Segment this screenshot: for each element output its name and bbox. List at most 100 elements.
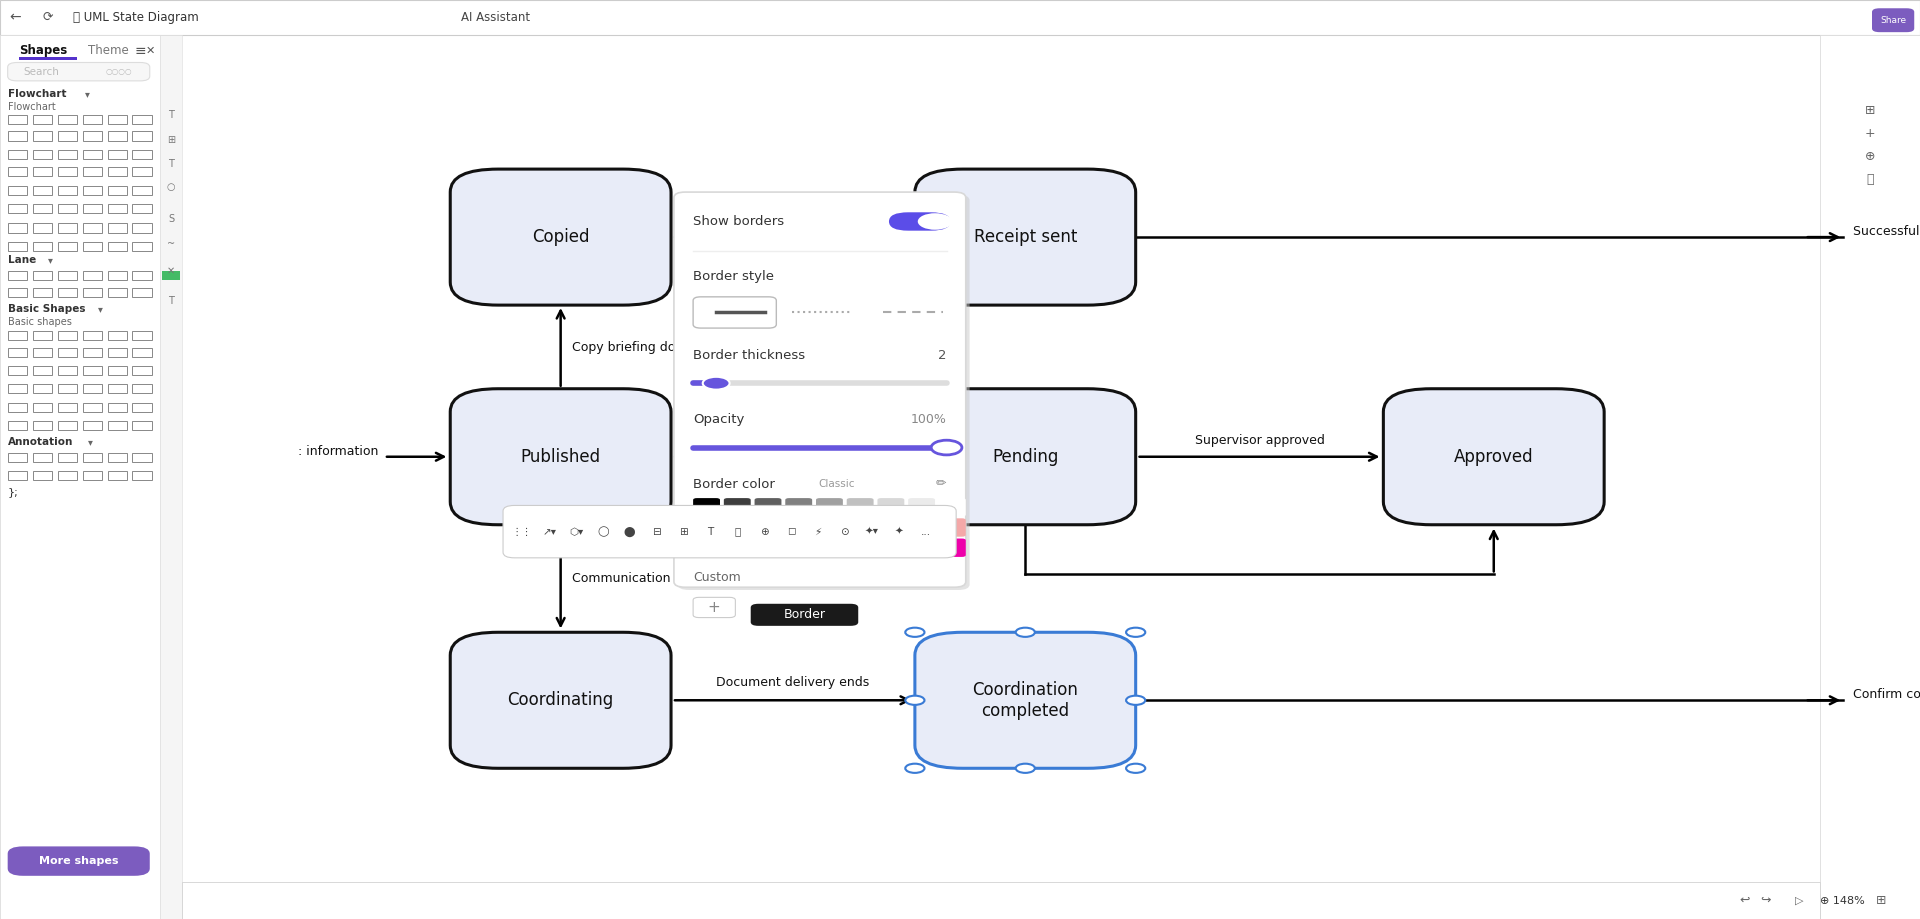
Bar [132, 131, 152, 141]
Bar [8, 453, 27, 462]
Bar [33, 366, 52, 375]
Bar [132, 384, 152, 393]
Bar [132, 167, 152, 176]
Text: ✏: ✏ [937, 478, 947, 491]
Bar [58, 331, 77, 340]
FancyBboxPatch shape [939, 518, 966, 537]
FancyBboxPatch shape [755, 498, 781, 516]
Bar [58, 471, 77, 480]
Bar [58, 348, 77, 357]
Text: Border color: Border color [693, 478, 776, 491]
FancyBboxPatch shape [693, 597, 735, 618]
FancyBboxPatch shape [724, 498, 751, 516]
Text: ⋮⋮: ⋮⋮ [513, 527, 532, 537]
Bar [58, 204, 77, 213]
Text: 100%: 100% [910, 414, 947, 426]
FancyBboxPatch shape [751, 604, 858, 626]
Bar [58, 421, 77, 430]
Circle shape [906, 764, 925, 773]
Bar [83, 288, 102, 297]
Bar [33, 271, 52, 280]
Text: Opacity: Opacity [693, 414, 745, 426]
Bar [132, 331, 152, 340]
Text: ▾: ▾ [98, 304, 104, 313]
Bar [83, 204, 102, 213]
Text: P: P [789, 432, 797, 445]
Bar [58, 150, 77, 159]
FancyBboxPatch shape [816, 518, 843, 537]
Bar [83, 421, 102, 430]
FancyBboxPatch shape [449, 169, 672, 305]
Bar [33, 384, 52, 393]
Bar [108, 421, 127, 430]
Bar [108, 167, 127, 176]
Text: Approved: Approved [1453, 448, 1534, 466]
Text: More shapes: More shapes [38, 857, 119, 866]
Bar [132, 223, 152, 233]
Text: ⊕: ⊕ [760, 527, 768, 537]
FancyBboxPatch shape [678, 195, 970, 590]
Bar [83, 150, 102, 159]
FancyBboxPatch shape [449, 389, 672, 525]
Text: ⊞: ⊞ [680, 527, 687, 537]
Bar [83, 167, 102, 176]
FancyBboxPatch shape [755, 518, 781, 537]
Bar [108, 471, 127, 480]
Bar [8, 403, 27, 412]
FancyBboxPatch shape [785, 498, 812, 516]
FancyBboxPatch shape [877, 539, 904, 557]
Text: Communication documents prepared successfully: Communication documents prepared success… [572, 573, 885, 585]
FancyBboxPatch shape [908, 539, 935, 557]
FancyBboxPatch shape [908, 518, 935, 537]
Text: Coordinating: Coordinating [507, 691, 614, 709]
Bar [33, 115, 52, 124]
Bar [58, 403, 77, 412]
FancyBboxPatch shape [816, 539, 843, 557]
Text: ✦: ✦ [895, 527, 902, 537]
Text: Copied: Copied [532, 228, 589, 246]
Bar [58, 366, 77, 375]
Text: The recipient has confirmed receipt: The recipient has confirmed receipt [682, 212, 904, 225]
Text: T: T [707, 527, 714, 537]
Bar [8, 131, 27, 141]
Bar [132, 403, 152, 412]
Circle shape [703, 377, 730, 390]
Bar [161, 271, 180, 280]
FancyBboxPatch shape [785, 518, 812, 537]
Text: T: T [169, 110, 175, 119]
Text: Search: Search [23, 67, 60, 76]
Text: Annotation: Annotation [8, 437, 73, 447]
Text: Classic: Classic [818, 480, 854, 489]
Bar [108, 242, 127, 251]
Text: ↩: ↩ [1740, 894, 1749, 907]
Bar [108, 453, 127, 462]
FancyBboxPatch shape [755, 539, 781, 557]
FancyBboxPatch shape [8, 846, 150, 876]
Text: S: S [167, 214, 175, 223]
Text: ○○○○: ○○○○ [106, 67, 132, 76]
FancyBboxPatch shape [693, 297, 776, 328]
Bar [33, 150, 52, 159]
FancyBboxPatch shape [503, 505, 956, 558]
Text: ▾: ▾ [48, 255, 54, 265]
Bar [132, 242, 152, 251]
Text: ⟳: ⟳ [42, 11, 52, 24]
Bar [108, 384, 127, 393]
Bar [108, 288, 127, 297]
Circle shape [906, 628, 925, 637]
Bar [33, 223, 52, 233]
Text: Confirm coordination is completed: Confirm coordination is completed [1853, 688, 1920, 701]
Text: ◻: ◻ [787, 527, 795, 537]
FancyBboxPatch shape [724, 539, 751, 557]
FancyBboxPatch shape [908, 498, 935, 516]
Bar [8, 421, 27, 430]
FancyBboxPatch shape [693, 498, 720, 516]
FancyBboxPatch shape [877, 518, 904, 537]
Circle shape [1125, 764, 1144, 773]
Bar [19, 57, 77, 60]
Bar [8, 288, 27, 297]
Bar [8, 471, 27, 480]
Text: ↗▾: ↗▾ [541, 527, 557, 537]
Bar [182, 35, 1820, 882]
Text: Coordination
completed: Coordination completed [972, 681, 1079, 720]
